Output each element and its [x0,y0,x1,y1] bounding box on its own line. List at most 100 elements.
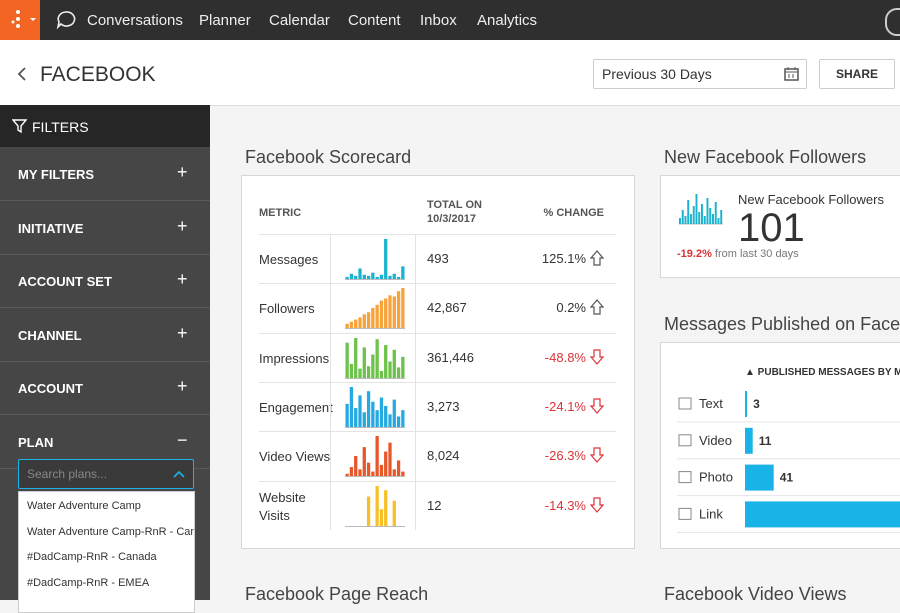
sparkline-bar [371,272,375,279]
sparkline-bar [354,337,358,378]
reach-title: Facebook Page Reach [245,584,428,605]
sparkline-bar [401,471,405,477]
section-toggle: + [177,269,188,289]
sparkline-bar [388,275,392,279]
logo[interactable] [0,0,40,40]
metric-name: Messages [259,252,319,267]
plan-option[interactable]: #DadCamp-RnR - Canada [27,551,157,563]
calendar-icon [784,67,799,81]
filter-section[interactable]: ACCOUNT SET + [0,255,210,308]
filter-section[interactable]: CHANNEL + [0,309,210,362]
nav-item[interactable]: Analytics [477,12,538,29]
follower-count: 101 [738,206,805,250]
sparkline-bar [392,469,396,477]
page-title: FACEBOOK [40,63,156,86]
sparkline-bar [712,214,714,224]
metric-total: 8,024 [427,448,460,464]
sparkline-bar [384,344,388,378]
sparkline-bar [349,273,354,279]
sparkline-bar [706,198,709,224]
nav-item[interactable]: Inbox [420,12,457,29]
column-header: 10/3/2017 [427,213,476,225]
sparkline-bar [362,447,366,477]
nav-item[interactable]: Calendar [269,12,330,29]
date-range-select[interactable]: Previous 30 Days [593,59,807,89]
bar [745,391,748,417]
section-label: MY FILTERS [18,167,95,182]
share-button[interactable]: SHARE [819,59,895,89]
bar [745,464,774,491]
section-toggle: + [177,162,188,182]
sparkline-bar [366,496,371,526]
plan-search[interactable]: Search plans... [18,459,194,489]
filters-header: FILTERS [0,105,210,147]
sparkline-bar [366,365,371,378]
followers-card: New Facebook Followers 101 -19.2% from l… [660,175,900,278]
scorecard-title: Facebook Scorecard [245,147,411,168]
sparkline-bar [379,465,384,477]
sparkline-bar [358,469,362,477]
sparkline-bar [714,202,717,224]
section-toggle: + [177,215,188,236]
plan-option[interactable]: Water Adventure Camp [27,500,141,512]
sparkline-bar [384,239,388,279]
back-icon[interactable] [16,66,28,82]
sparkline-bar [345,276,349,279]
filter-section[interactable]: ACCOUNT + [0,362,210,415]
value-label: 41 [780,471,794,485]
section-title: Facebook Scorecard [245,147,412,167]
scorecard-card: METRIC TOTAL ON 10/3/2017 % CHANGE Messages 4… [241,175,635,549]
filter-section[interactable]: INITIATIVE + [0,202,210,255]
metric-total: 3,273 [427,398,460,414]
sparkline-bar [392,500,396,526]
sparkline-bar [703,216,706,224]
sparkline-bar [358,317,362,329]
plan-option[interactable]: #DadCamp-RnR - EMEA [27,576,150,589]
plan-option[interactable]: Water Adventure Camp-RnR - Canada [27,525,195,538]
video-views-title: Facebook Video Views [664,584,846,605]
category-label: Photo [699,470,733,485]
filters-title: FILTERS [32,119,89,135]
sparkline-bar [687,200,690,224]
sparkline-bar [692,206,695,224]
section-title: Facebook Video Views [664,584,847,604]
sparkline-bar [349,467,354,477]
sparkline-bar [345,342,349,378]
sparkline-bar [396,367,401,378]
nav-item[interactable]: Planner [199,12,251,29]
collapse-icon [173,470,185,478]
sparkline-bar [401,266,405,279]
row-divider [259,234,616,235]
nav-item[interactable]: Conversations [87,12,183,29]
sparkline-bar [379,397,384,427]
sparkline-bar [396,460,401,477]
sparkline-bar [358,395,362,427]
sparkline-bar [366,462,371,477]
sparkline-bar [388,442,392,477]
sparkline-bar [362,314,366,329]
section-label: CHANNEL [18,327,82,343]
messages-card: ▲ PUBLISHED MESSAGES BY MESSAGE TYPE Text… [660,342,900,549]
row-divider [259,480,616,482]
filter-section[interactable]: MY FILTERS + [0,148,210,201]
sparkline-bar [396,276,401,279]
sparkline [345,337,405,379]
sparkline-bar [366,275,371,279]
category-label: Video [699,433,732,448]
sparkline [345,485,405,527]
section-label: ACCOUNT SET [18,274,112,289]
metric-change: 0.2% [556,300,586,316]
sparkline [679,194,723,225]
sparkline-bar [401,288,405,329]
sparkline-bar [379,370,384,378]
sparkline-bar [379,508,384,526]
metric-name: Video Views [259,449,331,465]
arrow [590,447,604,464]
sparkline-bar [684,216,687,224]
column-divider [415,234,416,530]
category-label: Text [699,396,723,411]
nav-item[interactable]: Content [348,12,401,29]
sparkline-bar [375,485,379,526]
help-button[interactable] [885,8,900,36]
